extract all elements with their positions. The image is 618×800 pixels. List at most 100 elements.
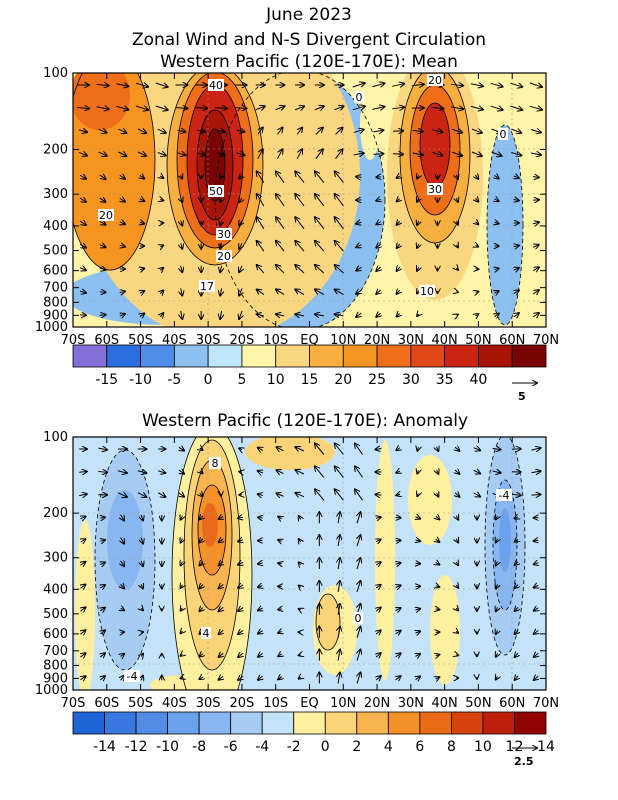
wind-vector bbox=[141, 676, 143, 681]
wind-vector bbox=[141, 608, 143, 610]
wind-vector bbox=[199, 677, 203, 679]
wind-vector bbox=[353, 153, 364, 155]
wind-vector bbox=[278, 677, 282, 680]
x-tick-label: 40N bbox=[432, 696, 458, 711]
wind-vector bbox=[220, 243, 222, 249]
x-tick-label: 70N bbox=[533, 696, 559, 711]
wind-vector bbox=[396, 676, 401, 680]
wind-vector bbox=[220, 265, 222, 272]
wind-vector bbox=[258, 563, 263, 564]
wind-vector bbox=[456, 608, 458, 610]
colorbar-label: 4 bbox=[384, 739, 393, 755]
colorbar-label: 0 bbox=[204, 372, 213, 388]
wind-vector bbox=[376, 177, 380, 178]
wind-vector bbox=[376, 517, 381, 518]
wind-vector bbox=[195, 108, 207, 109]
wind-vector bbox=[120, 222, 125, 224]
wind-vector bbox=[456, 562, 458, 565]
colorbar-swatch bbox=[342, 344, 378, 368]
wind-vector bbox=[315, 194, 325, 207]
wind-vector bbox=[373, 154, 383, 155]
wind-vector bbox=[335, 265, 344, 274]
colorbar-swatch bbox=[72, 344, 108, 368]
wind-vector bbox=[456, 268, 457, 270]
wind-vector bbox=[357, 650, 360, 661]
wind-vector bbox=[372, 107, 384, 110]
wind-vector bbox=[397, 221, 400, 225]
x-tick-label: 30N bbox=[398, 696, 424, 711]
wind-vector bbox=[96, 84, 109, 85]
colorbar-label: -8 bbox=[192, 739, 206, 755]
wind-vector bbox=[475, 222, 478, 224]
y-tick-label: 800 bbox=[43, 295, 68, 310]
wind-vector bbox=[257, 149, 263, 159]
colorbar-label: 10 bbox=[474, 739, 492, 755]
colorbar-swatch bbox=[72, 711, 105, 735]
x-tick-label: 20S bbox=[230, 696, 255, 711]
wind-vector bbox=[415, 609, 420, 610]
wind-vector bbox=[116, 84, 128, 87]
wind-vector bbox=[258, 631, 263, 634]
y-tick-label: 800 bbox=[43, 658, 68, 673]
colorbar-label: -5 bbox=[167, 372, 181, 388]
colorbar-swatch bbox=[376, 344, 412, 368]
wind-vector bbox=[276, 171, 285, 183]
wind-vector bbox=[338, 558, 340, 570]
wind-vector bbox=[181, 175, 183, 178]
wind-vector bbox=[257, 289, 265, 295]
chart2-vectors bbox=[79, 444, 540, 684]
wind-vector bbox=[199, 607, 203, 611]
wind-vector bbox=[299, 562, 301, 564]
wind-vector bbox=[295, 241, 305, 252]
wind-vector bbox=[276, 470, 284, 473]
wind-vector bbox=[515, 585, 518, 588]
wind-vector bbox=[121, 537, 125, 544]
wind-vector bbox=[376, 630, 381, 634]
wind-vector bbox=[257, 128, 263, 135]
wind-vector bbox=[181, 310, 183, 319]
wind-vector bbox=[415, 517, 420, 519]
wind-vector bbox=[534, 585, 539, 587]
wind-vector bbox=[278, 654, 282, 656]
colorbar-swatch bbox=[207, 344, 243, 368]
wind-vector bbox=[199, 562, 203, 566]
wind-vector bbox=[200, 471, 203, 474]
wind-vector bbox=[515, 539, 518, 541]
wind-vector bbox=[511, 449, 521, 450]
wind-vector bbox=[514, 199, 519, 200]
wind-vector bbox=[118, 152, 126, 156]
wind-vector bbox=[356, 267, 361, 270]
x-tick-label: 70N bbox=[533, 333, 559, 348]
wind-vector bbox=[353, 130, 364, 133]
wind-vector bbox=[181, 265, 183, 272]
chart1-reference-vector-label: 5 bbox=[518, 390, 526, 403]
wind-vector bbox=[356, 290, 361, 294]
wind-vector bbox=[338, 650, 340, 661]
colorbar-label: -10 bbox=[129, 372, 152, 388]
y-tick-label: 600 bbox=[43, 627, 68, 642]
colorbar-swatch bbox=[410, 344, 446, 368]
wind-vector bbox=[397, 199, 400, 202]
wind-vector bbox=[473, 448, 480, 451]
wind-vector bbox=[456, 585, 458, 588]
wind-vector bbox=[79, 244, 86, 247]
wind-vector bbox=[140, 291, 144, 293]
wind-vector bbox=[181, 654, 183, 655]
wind-vector bbox=[315, 171, 325, 183]
wind-vector bbox=[470, 84, 483, 86]
wind-vector bbox=[121, 608, 125, 610]
colorbar-swatch bbox=[275, 344, 310, 368]
wind-vector bbox=[376, 540, 381, 542]
x-tick-label: 60S bbox=[94, 696, 119, 711]
wind-vector bbox=[275, 106, 284, 110]
wind-vector bbox=[238, 562, 243, 564]
y-tick-label: 600 bbox=[43, 264, 68, 279]
contour-label: -4 bbox=[127, 670, 138, 683]
contour-label: 20 bbox=[99, 209, 113, 222]
wind-vector bbox=[436, 609, 440, 610]
wind-vector bbox=[315, 241, 325, 252]
contour-label: -4 bbox=[499, 489, 510, 502]
